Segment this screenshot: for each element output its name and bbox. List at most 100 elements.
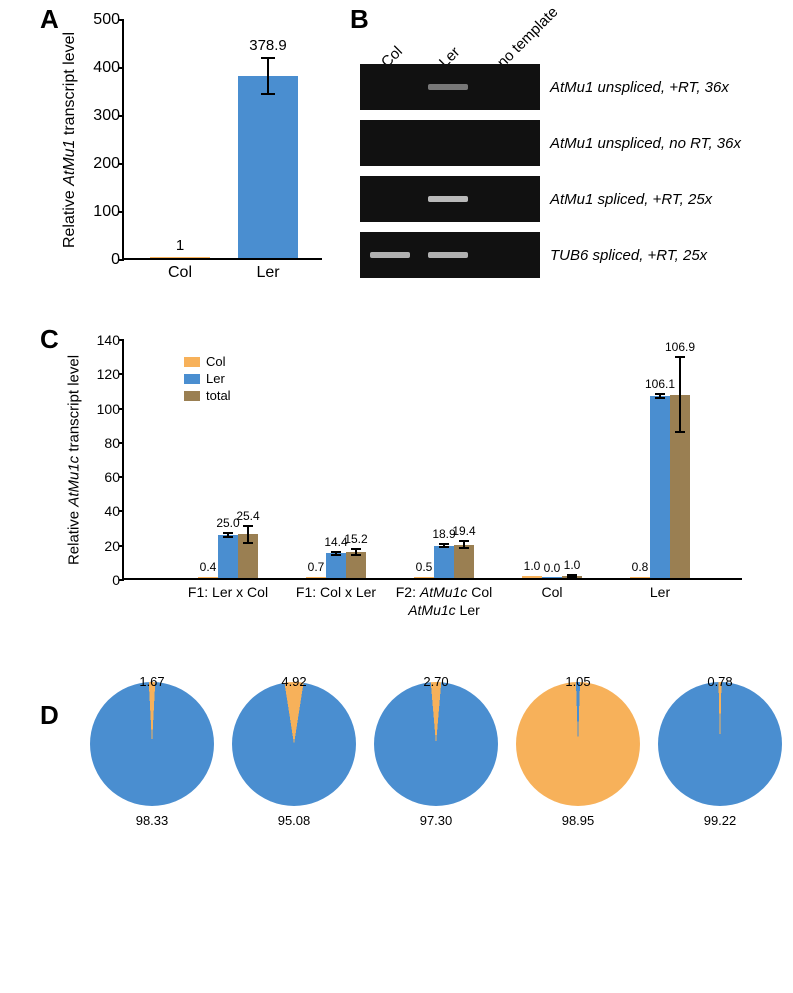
legend-item: total	[184, 388, 231, 403]
panel-c-bar	[218, 535, 238, 578]
panel-c-xlabel: Col	[541, 584, 562, 600]
panel-a-ytick: 500	[78, 11, 120, 29]
panel-a-xlabel: Col	[168, 264, 192, 282]
panel-c-bar	[434, 546, 454, 578]
pie-minor-label: 2.70	[423, 674, 448, 689]
panel-a-xlabel: Ler	[256, 264, 279, 282]
panel-c-xlabel-line2: AtMu1c Ler	[408, 602, 480, 618]
panel-c-xlabel: F2: AtMu1c Col	[396, 584, 493, 600]
panel-c-value-label: 19.4	[452, 524, 475, 538]
panel-c-bar	[522, 576, 542, 578]
panel-c-value-label: 0.7	[308, 560, 325, 574]
legend-swatch	[184, 391, 200, 401]
legend-label: Ler	[206, 371, 225, 386]
panel-a-ytick: 100	[78, 203, 120, 221]
gel-row-label: AtMu1 spliced, +RT, 25x	[550, 191, 712, 208]
legend-label: total	[206, 388, 231, 403]
pie-major-label: 97.30	[420, 813, 453, 828]
pie-major-label: 98.33	[136, 813, 169, 828]
gel-row: TUB6 spliced, +RT, 25x	[360, 230, 760, 280]
panel-b-gels: ColLerno templateAtMu1 unspliced, +RT, 3…	[360, 10, 760, 286]
pie-major-label: 99.22	[704, 813, 737, 828]
legend-swatch	[184, 357, 200, 367]
panel-a-bar	[238, 76, 298, 258]
panel-a-bar	[150, 257, 210, 258]
panel-c-ytick: 140	[86, 332, 120, 348]
panel-a-ytick: 200	[78, 155, 120, 173]
pie-wrapper: 2.7097.30	[374, 682, 498, 842]
panel-c-bar	[630, 577, 650, 578]
pie-minor-label: 1.05	[565, 674, 590, 689]
panel-c-bar	[326, 553, 346, 578]
panel-c-ylabel: Relative AtMu1c transcript level	[66, 355, 83, 565]
pie-wrapper: 4.9295.08	[232, 682, 356, 842]
panel-c-ytick: 0	[86, 572, 120, 588]
pie-chart	[658, 682, 782, 806]
panel-c-ytick: 100	[86, 401, 120, 417]
gel-band	[428, 84, 468, 90]
panel-c-value-label: 15.2	[344, 532, 367, 546]
pie-major-label: 98.95	[562, 813, 595, 828]
gel-image	[360, 64, 540, 110]
panel-c-bar	[542, 577, 562, 578]
panel-c-legend: Col Ler total	[184, 354, 231, 405]
pie-minor-label: 0.78	[707, 674, 732, 689]
panel-c-value-label: 0.5	[416, 560, 433, 574]
panel-c-bar	[306, 577, 326, 578]
panel-a-ytick: 300	[78, 107, 120, 125]
pie-wrapper: 1.6798.33	[90, 682, 214, 842]
panel-a-ylabel: Relative AtMu1 transcript level	[61, 32, 79, 248]
gel-image	[360, 176, 540, 222]
pie-chart	[90, 682, 214, 806]
panel-a-plot: 0100200300400500Relative AtMu1 transcrip…	[122, 20, 322, 260]
gel-row: AtMu1 spliced, +RT, 25x	[360, 174, 760, 224]
panel-a-chart: 0100200300400500Relative AtMu1 transcrip…	[72, 10, 332, 290]
panel-d-pies: 1.6798.334.9295.082.7097.301.0598.950.78…	[90, 682, 770, 842]
panel-c-xlabel: F1: Col x Ler	[296, 584, 376, 600]
gel-image	[360, 232, 540, 278]
panel-c-ytick: 80	[86, 435, 120, 451]
panel-c-bar	[414, 577, 434, 578]
gel-row-label: AtMu1 unspliced, no RT, 36x	[550, 135, 741, 152]
panel-c-value-label: 25.4	[236, 509, 259, 523]
panel-c-bar	[650, 396, 670, 578]
panel-c-value-label: 1.0	[524, 559, 541, 573]
panel-c-bar	[454, 545, 474, 578]
pie-chart	[374, 682, 498, 806]
legend-swatch	[184, 374, 200, 384]
pie-minor-label: 4.92	[281, 674, 306, 689]
legend-label: Col	[206, 354, 226, 369]
panel-c-ytick: 120	[86, 366, 120, 382]
gel-band	[370, 252, 410, 258]
panel-c-ytick: 40	[86, 503, 120, 519]
panel-c-xlabel: F1: Ler x Col	[188, 584, 268, 600]
panel-a-ytick: 0	[78, 251, 120, 269]
panel-c-value-label: 106.9	[665, 340, 695, 354]
gel-lane-header: no template	[494, 4, 561, 71]
gel-row: AtMu1 unspliced, +RT, 36x	[360, 62, 760, 112]
pie-wrapper: 1.0598.95	[516, 682, 640, 842]
panel-a-value-label: 1	[176, 237, 184, 254]
panel-c-value-label: 0.8	[632, 560, 649, 574]
gel-image	[360, 120, 540, 166]
pie-major-label: 95.08	[278, 813, 311, 828]
legend-item: Ler	[184, 371, 231, 386]
panel-c-bar	[198, 577, 218, 578]
gel-row-label: TUB6 spliced, +RT, 25x	[550, 247, 707, 264]
pie-wrapper: 0.7899.22	[658, 682, 782, 842]
panel-c-ytick: 60	[86, 469, 120, 485]
gel-band	[428, 196, 468, 202]
panel-a-value-label: 378.9	[249, 37, 287, 54]
panel-c-ytick: 20	[86, 538, 120, 554]
panel-d-label: D	[40, 700, 59, 731]
gel-row: AtMu1 unspliced, no RT, 36x	[360, 118, 760, 168]
panel-c-chart: 020406080100120140Relative AtMu1c transc…	[72, 330, 752, 640]
panel-c-value-label: 0.4	[200, 560, 217, 574]
panel-c-label: C	[40, 324, 59, 355]
panel-c-value-label: 106.1	[645, 377, 675, 391]
panel-c-plot: 020406080100120140Relative AtMu1c transc…	[122, 340, 742, 580]
legend-item: Col	[184, 354, 231, 369]
pie-chart	[516, 682, 640, 806]
gel-row-label: AtMu1 unspliced, +RT, 36x	[550, 79, 729, 96]
pie-minor-label: 1.67	[139, 674, 164, 689]
